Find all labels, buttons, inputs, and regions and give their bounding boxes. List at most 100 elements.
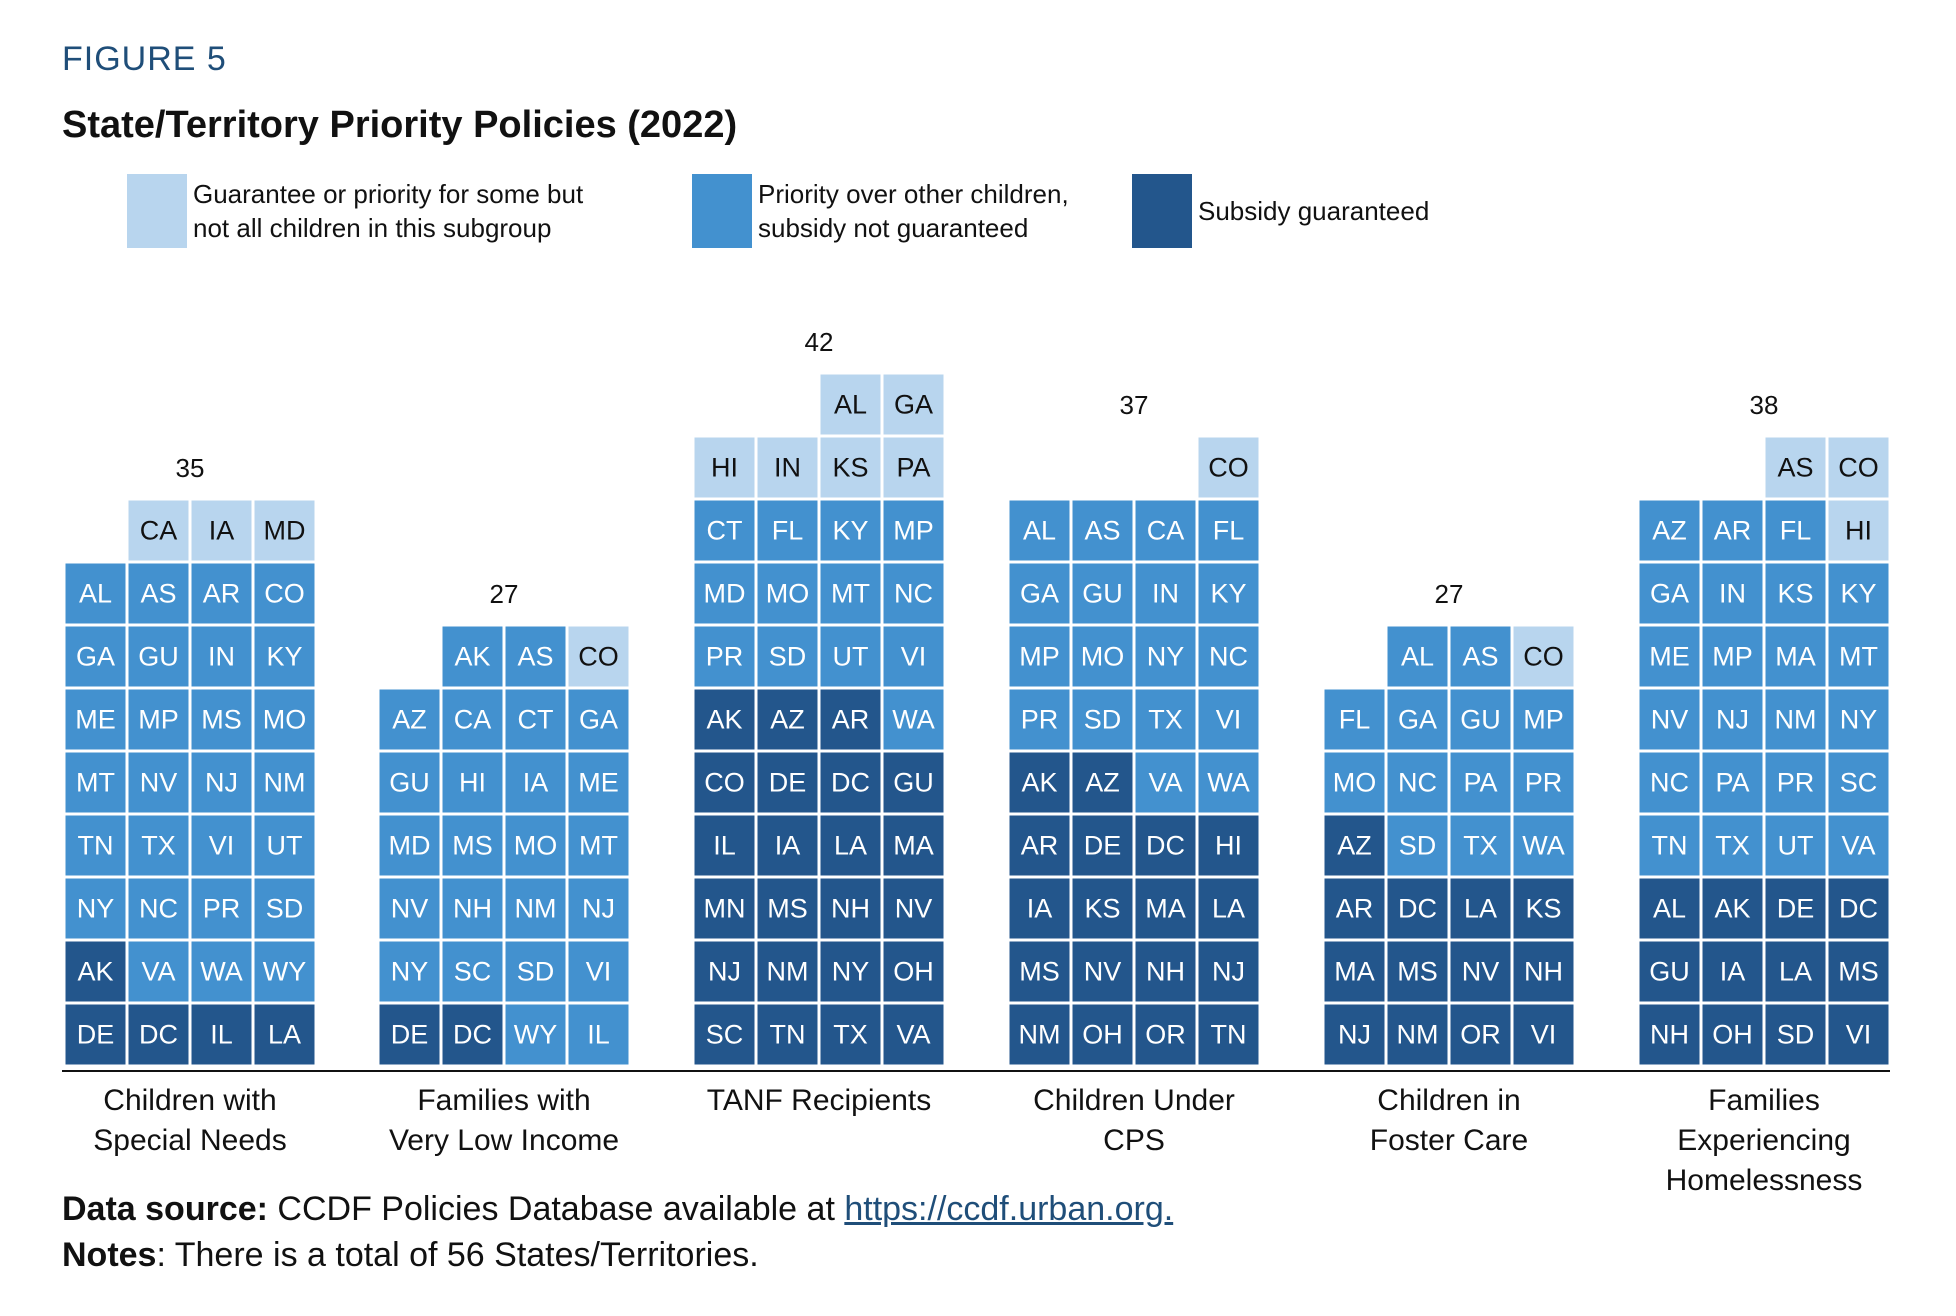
state-cell: IA	[757, 815, 818, 876]
cell-label: SD	[1777, 1020, 1815, 1050]
cell-priority	[128, 626, 189, 687]
state-cell: IL	[191, 1004, 252, 1065]
cell-priority	[442, 689, 503, 750]
cell-label: PA	[896, 453, 930, 483]
cell-priority	[694, 500, 755, 561]
cell-priority	[1513, 752, 1574, 813]
cell-label: AK	[1021, 768, 1057, 798]
state-cell: AR	[1702, 500, 1763, 561]
state-cell: FL	[1198, 500, 1259, 561]
cell-guaranteed	[1765, 878, 1826, 939]
cell-label: MD	[389, 831, 431, 861]
cell-priority	[1765, 689, 1826, 750]
cell-some	[128, 500, 189, 561]
cell-guaranteed	[820, 815, 881, 876]
cell-guaranteed	[694, 752, 755, 813]
cell-label: WA	[200, 957, 243, 987]
cell-guaranteed	[65, 1004, 126, 1065]
source-link[interactable]: https://ccdf.urban.org.	[844, 1190, 1174, 1228]
cell-guaranteed	[1198, 941, 1259, 1002]
cell-label: WA	[1522, 831, 1565, 861]
cell-label: AK	[454, 642, 490, 672]
cell-guaranteed	[757, 1004, 818, 1065]
cell-label: WY	[514, 1020, 558, 1050]
category-label: Special Needs	[93, 1124, 286, 1157]
cell-priority	[1324, 752, 1385, 813]
cell-label: SC	[1840, 768, 1878, 798]
state-cell: IL	[694, 815, 755, 876]
state-cell: GU	[1639, 941, 1700, 1002]
cell-label: MO	[1081, 642, 1125, 672]
state-cell: CO	[1513, 626, 1574, 687]
state-cell: DE	[757, 752, 818, 813]
cell-guaranteed	[1387, 1004, 1448, 1065]
cell-priority	[1639, 500, 1700, 561]
cell-label: SD	[1399, 831, 1437, 861]
cell-priority	[1198, 626, 1259, 687]
cell-priority	[1702, 563, 1763, 624]
state-cell: DC	[1387, 878, 1448, 939]
state-cell: KS	[1072, 878, 1133, 939]
cell-label: DC	[1398, 894, 1437, 924]
state-cell: IA	[1702, 941, 1763, 1002]
cell-label: HI	[711, 453, 738, 483]
cell-priority	[505, 626, 566, 687]
cell-priority	[65, 689, 126, 750]
cell-label: IN	[208, 642, 235, 672]
cell-label: DC	[139, 1020, 178, 1050]
cell-priority	[379, 815, 440, 876]
cell-label: AL	[1653, 894, 1686, 924]
cell-label: PR	[1021, 705, 1059, 735]
state-cell: AL	[1009, 500, 1070, 561]
cell-priority	[379, 878, 440, 939]
cell-label: MA	[893, 831, 934, 861]
cell-label: GU	[138, 642, 179, 672]
cell-priority	[254, 815, 315, 876]
cell-priority	[568, 941, 629, 1002]
cell-label: VI	[1216, 705, 1242, 735]
cell-label: IN	[774, 453, 801, 483]
cell-priority	[1072, 689, 1133, 750]
cell-label: NY	[832, 957, 870, 987]
state-cell: NY	[820, 941, 881, 1002]
cell-guaranteed	[1135, 941, 1196, 1002]
state-cell: NC	[883, 563, 944, 624]
cell-label: AR	[832, 705, 870, 735]
cell-label: IA	[209, 516, 235, 546]
state-cell: DC	[820, 752, 881, 813]
cell-label: NV	[1462, 957, 1500, 987]
legend-item-guaranteed: Subsidy guaranteed	[1132, 174, 1429, 248]
state-cell: UT	[820, 626, 881, 687]
state-cell: MT	[65, 752, 126, 813]
cell-label: AS	[140, 579, 176, 609]
cell-priority	[65, 563, 126, 624]
legend-swatch-guaranteed	[1132, 174, 1192, 248]
cell-priority	[1639, 815, 1700, 876]
cell-label: NH	[1650, 1020, 1689, 1050]
state-cell: AL	[820, 374, 881, 435]
cell-label: MP	[1523, 705, 1564, 735]
cell-label: NJ	[1212, 957, 1245, 987]
state-cell: AK	[1009, 752, 1070, 813]
cell-label: OR	[1460, 1020, 1501, 1050]
state-cell: IN	[757, 437, 818, 498]
state-cell: MA	[1324, 941, 1385, 1002]
cell-label: NC	[139, 894, 178, 924]
cell-guaranteed	[1387, 941, 1448, 1002]
state-cell: NJ	[694, 941, 755, 1002]
cell-label: GU	[1460, 705, 1501, 735]
state-cell: SC	[694, 1004, 755, 1065]
state-cell: AZ	[1324, 815, 1385, 876]
cell-priority	[883, 500, 944, 561]
state-cell: FL	[1765, 500, 1826, 561]
cell-some	[1828, 437, 1889, 498]
legend-item-priority: Priority over other children, subsidy no…	[692, 174, 1069, 248]
total-label: 27	[490, 579, 519, 609]
cell-label: AR	[203, 579, 241, 609]
state-cell: KY	[1828, 563, 1889, 624]
cell-label: AS	[1462, 642, 1498, 672]
cell-priority	[820, 500, 881, 561]
cell-label: TN	[1652, 831, 1688, 861]
state-cell: AL	[1639, 878, 1700, 939]
